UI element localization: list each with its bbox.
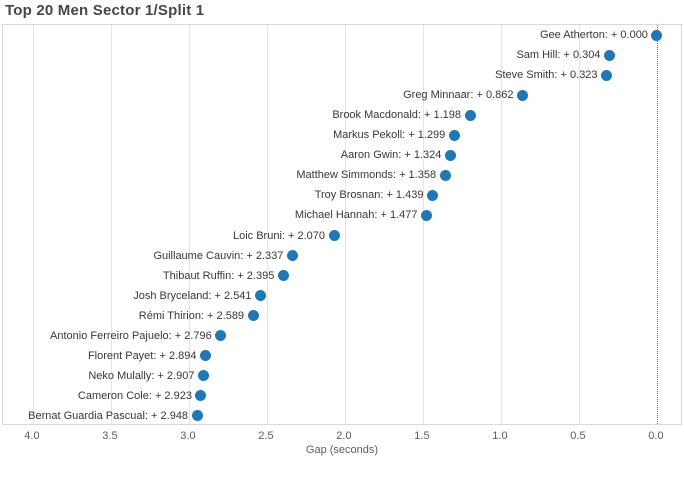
data-point[interactable] [421, 209, 433, 221]
data-point[interactable] [464, 109, 476, 121]
data-point[interactable] [328, 230, 340, 242]
data-point[interactable] [604, 49, 616, 61]
zero-reference-line [656, 25, 658, 424]
grid-line [266, 25, 268, 424]
rider-gap-label: Markus Pekoll: + 1.299 [333, 129, 446, 142]
data-point[interactable] [516, 89, 528, 101]
rider-gap-label: Michael Hannah: + 1.477 [294, 209, 418, 222]
rider-gap-label: Josh Bryceland: + 2.541 [133, 289, 252, 302]
grid-line [578, 25, 580, 424]
rider-gap-label: Cameron Cole: + 2.923 [77, 389, 192, 402]
data-point[interactable] [439, 169, 451, 181]
grid-line [110, 25, 112, 424]
grid-line [422, 25, 424, 424]
grid-line [344, 25, 346, 424]
data-point[interactable] [191, 410, 203, 422]
x-tick-label: 3.5 [102, 430, 118, 442]
rider-gap-label: Steve Smith: + 0.323 [495, 69, 598, 82]
rider-gap-label: Neko Mulally: + 2.907 [88, 369, 195, 382]
data-point[interactable] [651, 29, 663, 41]
data-point[interactable] [601, 69, 613, 81]
x-tick-label: 3.0 [180, 430, 196, 442]
x-tick-label: 1.5 [414, 430, 430, 442]
grid-line [500, 25, 502, 424]
data-point[interactable] [448, 129, 460, 141]
data-point[interactable] [426, 189, 438, 201]
x-axis-title: Gap (seconds) [305, 444, 379, 456]
data-point[interactable] [199, 350, 211, 362]
data-point[interactable] [277, 270, 289, 282]
rider-gap-label: Rémi Thirion: + 2.589 [138, 309, 245, 322]
x-tick-label: 0.5 [570, 430, 586, 442]
data-point[interactable] [444, 149, 456, 161]
rider-gap-label: Antonio Ferreiro Pajuelo: + 2.796 [50, 329, 212, 342]
plot-area: Gee Atherton: + 0.000 Sam Hill: + 0.304 St… [2, 24, 682, 425]
grid-line [188, 25, 190, 424]
rider-gap-label: Aaron Gwin: + 1.324 [340, 149, 442, 162]
rider-gap-label: Loic Bruni: + 2.070 [232, 229, 326, 242]
chart-title: Top 20 Men Sector 1/Split 1 [5, 2, 205, 19]
data-point[interactable] [247, 310, 259, 322]
rider-gap-label: Sam Hill: + 0.304 [516, 49, 601, 62]
data-point[interactable] [195, 390, 207, 402]
rider-gap-label: Bernat Guardia Pascual: + 2.948 [28, 409, 189, 422]
x-tick-label: 2.0 [336, 430, 352, 442]
x-tick-label: 1.0 [492, 430, 508, 442]
data-point[interactable] [286, 250, 298, 262]
x-tick-label: 2.5 [258, 430, 274, 442]
data-point[interactable] [215, 330, 227, 342]
rider-gap-label: Brook Macdonald: + 1.198 [332, 109, 462, 122]
rider-gap-label: Guillaume Cauvin: + 2.337 [153, 249, 284, 262]
rider-gap-label: Gee Atherton: + 0.000 [539, 29, 648, 42]
data-point[interactable] [255, 290, 267, 302]
rider-gap-label: Greg Minnaar: + 0.862 [403, 89, 514, 102]
rider-gap-label: Troy Brosnan: + 1.439 [314, 189, 424, 202]
x-tick-label: 4.0 [24, 430, 40, 442]
x-tick-label: 0.0 [648, 430, 664, 442]
data-point[interactable] [197, 370, 209, 382]
rider-gap-label: Matthew Simmonds: + 1.358 [296, 169, 437, 182]
grid-line [32, 25, 34, 424]
rider-gap-label: Florent Payet: + 2.894 [87, 349, 197, 362]
rider-gap-label: Thibaut Ruffin: + 2.395 [162, 269, 275, 282]
